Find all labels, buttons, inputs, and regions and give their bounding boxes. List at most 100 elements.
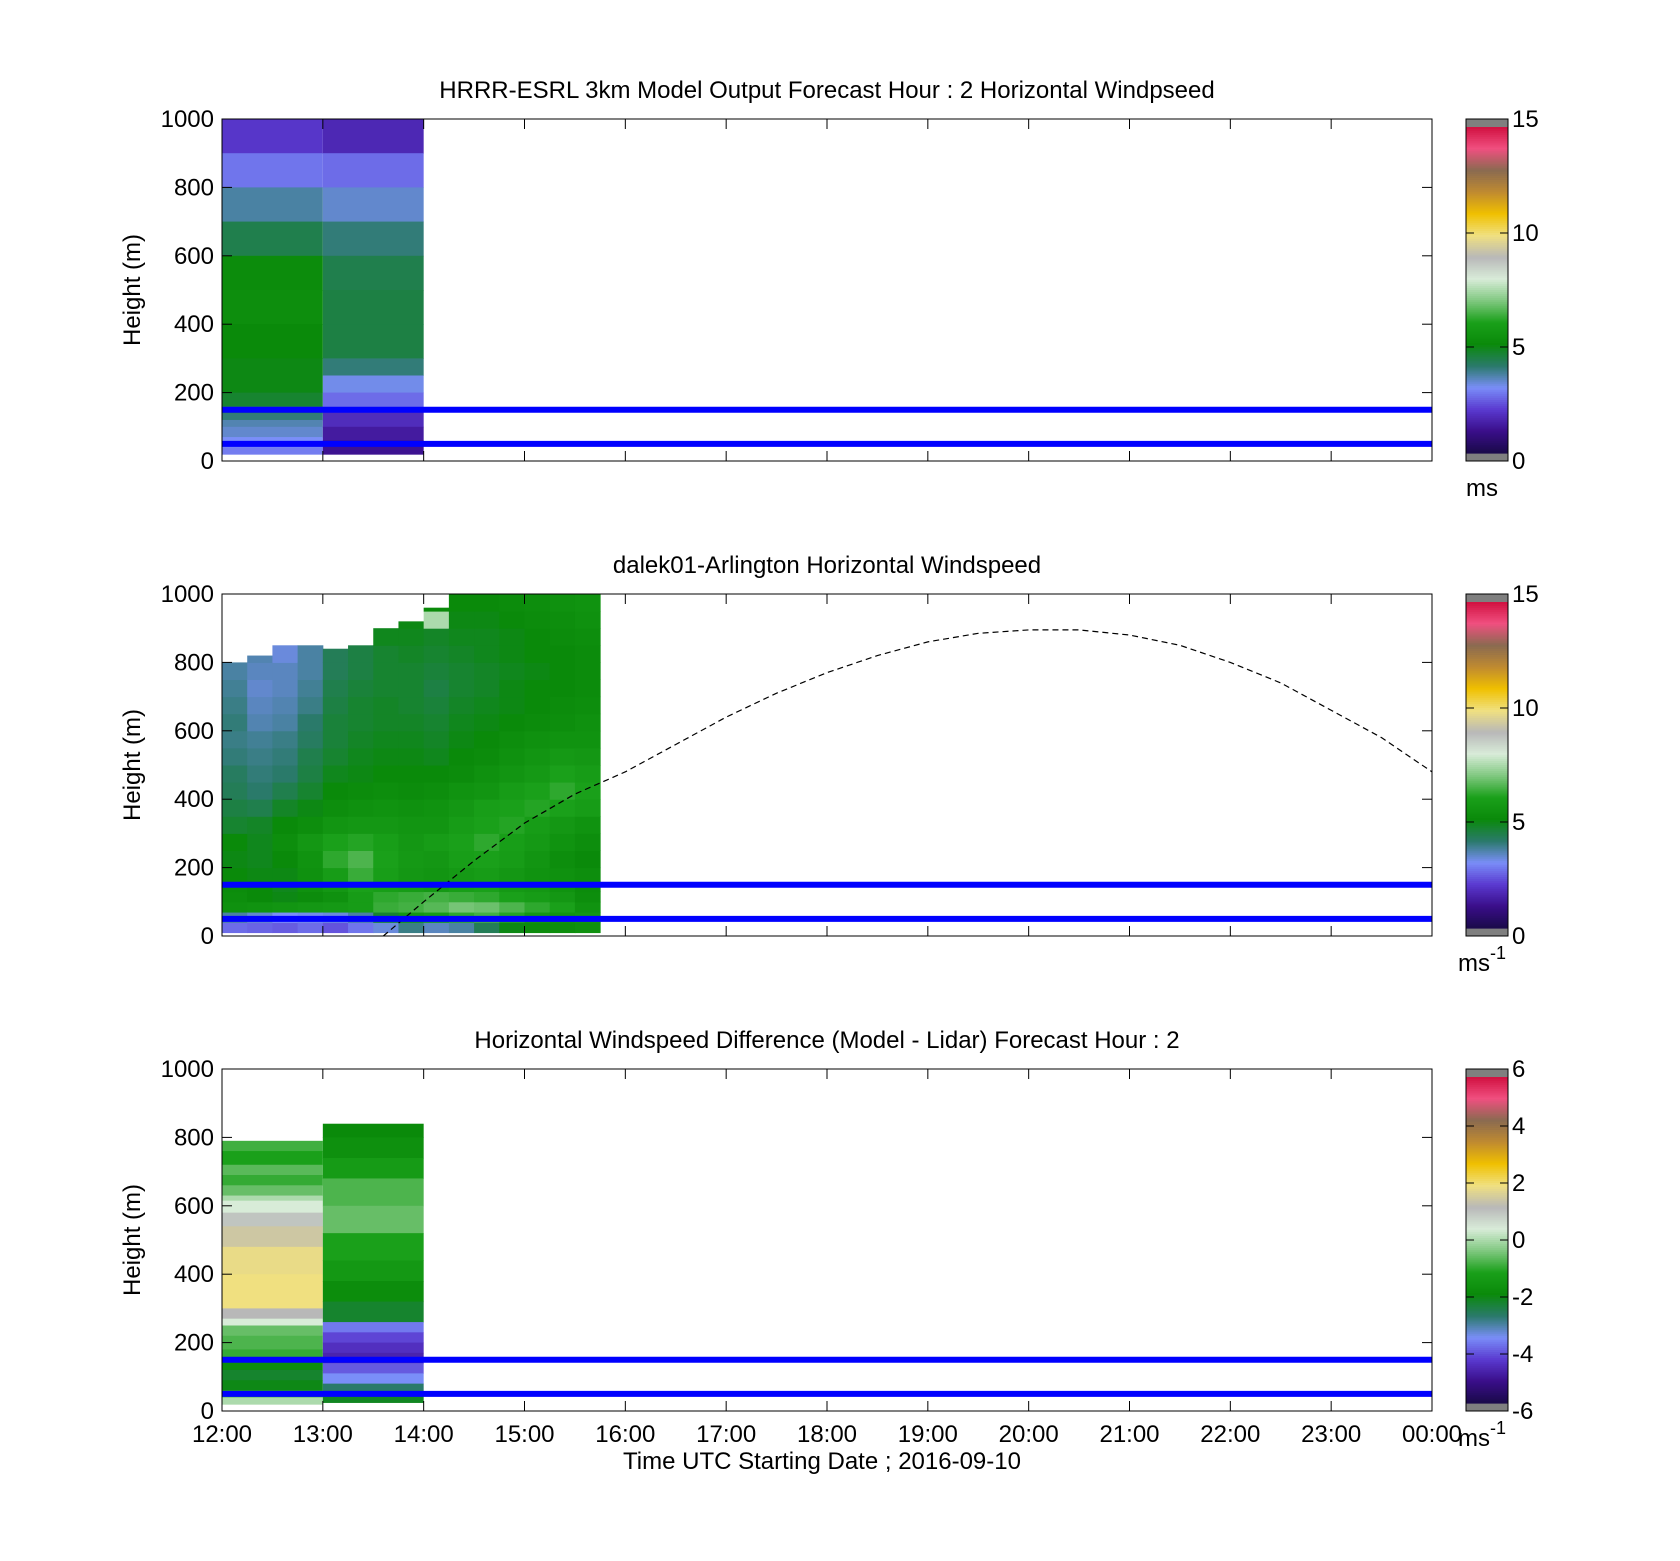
colorbar-segment xyxy=(1466,316,1508,320)
colorbar-segment xyxy=(1466,734,1508,738)
colorbar-segment xyxy=(1466,381,1508,385)
colorbar-segment xyxy=(1466,728,1508,731)
colorbar-segment xyxy=(1466,685,1508,689)
colorbar-segment xyxy=(1466,748,1508,752)
colorbar-segment xyxy=(1466,756,1508,760)
colorbar-segment xyxy=(1466,371,1508,375)
colorbar-segment xyxy=(1466,230,1508,234)
colorbar-segment xyxy=(1466,1362,1508,1365)
colorbar-segment xyxy=(1466,1370,1508,1374)
colorbar-segment xyxy=(1466,357,1508,360)
heatmap-cell xyxy=(423,645,450,663)
colorbar-segment xyxy=(1466,885,1508,888)
colorbar-segment xyxy=(1466,1176,1508,1180)
colorbar-segment xyxy=(1466,758,1508,762)
heatmap-cell xyxy=(448,594,475,612)
heatmap-cell xyxy=(398,730,425,749)
colorbar-segment xyxy=(1466,820,1508,823)
heatmap-cell xyxy=(373,867,399,882)
colorbar-segment xyxy=(1466,1225,1508,1229)
colorbar-segment xyxy=(1466,614,1508,617)
heatmap-cell xyxy=(297,891,324,903)
heatmap-cell xyxy=(549,799,576,817)
colorbar-segment xyxy=(1466,677,1508,681)
colorbar-segment xyxy=(1466,440,1508,444)
colorbar-segment xyxy=(1466,738,1508,742)
colorbar-segment xyxy=(1466,622,1508,626)
colorbar-segment xyxy=(1466,1187,1508,1190)
colorbar-segment xyxy=(1466,1290,1508,1294)
x-tick-label: 00:00 xyxy=(1402,1421,1462,1448)
colorbar-segment xyxy=(1466,1356,1508,1359)
heatmap-cell xyxy=(222,901,248,913)
colorbar-segment xyxy=(1466,1199,1508,1202)
heatmap-cell xyxy=(322,255,424,291)
colorbar-segment xyxy=(1466,667,1508,670)
heatmap-cell xyxy=(322,409,424,428)
colorbar-segment xyxy=(1466,901,1508,905)
colorbar-segment xyxy=(1466,673,1508,676)
heatmap-cell xyxy=(524,662,551,680)
colorbar-segment xyxy=(1466,793,1508,797)
colorbar-segment xyxy=(1466,1311,1508,1314)
colorbar-segment xyxy=(1466,365,1508,369)
y-tick-label: 400 xyxy=(174,311,214,338)
colorbar-segment xyxy=(1466,259,1508,263)
colorbar-segment xyxy=(1466,182,1508,185)
colorbar-segment xyxy=(1466,245,1508,248)
heatmap-cell xyxy=(474,662,500,680)
heatmap-cell xyxy=(322,1157,424,1179)
colorbar-tick-label: -2 xyxy=(1512,1284,1533,1311)
colorbar-segment xyxy=(1466,907,1508,911)
colorbar-segment xyxy=(1466,1174,1508,1178)
heatmap-cell xyxy=(322,1137,424,1159)
colorbar-segment xyxy=(1466,1148,1508,1151)
heatmap-cell xyxy=(222,1200,323,1214)
colorbar-segment xyxy=(1466,139,1508,142)
colorbar-segment xyxy=(1466,732,1508,736)
heatmap-cell xyxy=(222,153,323,188)
colorbar-segment xyxy=(1466,1258,1508,1261)
heatmap-cell xyxy=(448,611,475,629)
heatmap-cell xyxy=(348,833,374,851)
colorbar-segment xyxy=(1466,296,1508,299)
colorbar-segment xyxy=(1466,1380,1508,1384)
heatmap-cell xyxy=(222,413,323,421)
colorbar-segment xyxy=(1466,689,1508,693)
colorbar-segment xyxy=(1466,361,1508,364)
colorbar-tick-label: -4 xyxy=(1512,1341,1533,1368)
colorbar-segment xyxy=(1466,1138,1508,1141)
colorbar-segment xyxy=(1466,899,1508,903)
colorbar-segment xyxy=(1466,1081,1508,1084)
colorbar-segment xyxy=(1466,634,1508,638)
heatmap-cell xyxy=(222,891,248,903)
colorbar-segment xyxy=(1466,1319,1508,1323)
colorbar-segment xyxy=(1466,828,1508,831)
colorbar-tick-label: 0 xyxy=(1512,923,1525,950)
colorbar-segment xyxy=(1466,157,1508,161)
heatmap-cell xyxy=(322,1281,424,1303)
heatmap-cell xyxy=(222,696,248,715)
heatmap-cell xyxy=(322,1301,424,1323)
colorbar-tick-label: -6 xyxy=(1512,1398,1533,1425)
heatmap-cell xyxy=(423,833,450,851)
colorbar-segment xyxy=(1466,186,1508,189)
heatmap-cell xyxy=(373,628,399,646)
colorbar-segment xyxy=(1466,795,1508,799)
heatmap-cell xyxy=(474,594,500,612)
heatmap-cell xyxy=(373,850,399,869)
colorbar-segment xyxy=(1466,351,1508,354)
heatmap-cell xyxy=(474,765,500,783)
heatmap-cell xyxy=(524,867,551,882)
heatmap-cell xyxy=(499,747,525,766)
heatmap-cell xyxy=(222,1325,323,1337)
heatmap-cell xyxy=(247,696,273,715)
heatmap-cell xyxy=(272,816,299,834)
heatmap-cell xyxy=(499,799,525,817)
colorbar-segment xyxy=(1466,1195,1508,1198)
colorbar-segment xyxy=(1466,754,1508,758)
colorbar-segment xyxy=(1466,921,1508,925)
heatmap-cell xyxy=(247,833,273,851)
heatmap-cell xyxy=(322,153,424,188)
colorbar-segment xyxy=(1466,864,1508,868)
